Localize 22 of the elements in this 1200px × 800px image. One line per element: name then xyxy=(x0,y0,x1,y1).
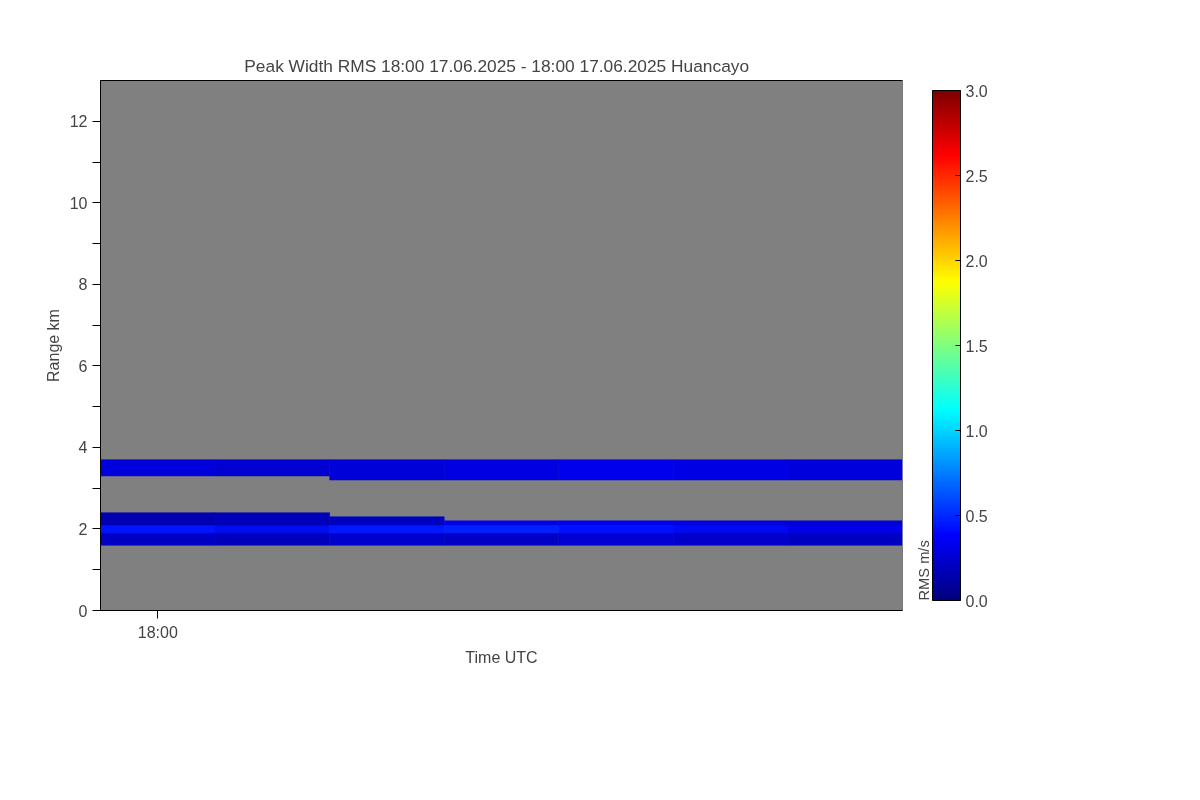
y-tick-label: 10 xyxy=(69,194,88,212)
x-tick-label: 18:00 xyxy=(137,623,178,641)
color-bar-title: RMS m/s xyxy=(915,540,932,601)
color-bar-label: 3.0 xyxy=(965,82,988,100)
y-tick-label: 6 xyxy=(78,357,88,375)
color-bar-label: 0.5 xyxy=(965,507,988,525)
y-tick-label: 4 xyxy=(78,439,88,457)
x-axis-title: Time UTC xyxy=(465,648,538,666)
y-tick-label: 12 xyxy=(69,113,88,131)
chart-title: Peak Width RMS 18:00 17.06.2025 - 18:00 17.06.2025 Huancayo xyxy=(244,55,750,76)
color-bar-label: 1.0 xyxy=(965,422,988,440)
y-tick-label: 0 xyxy=(78,602,88,620)
color-bar-label: 2.5 xyxy=(965,167,988,185)
y-tick-label: 2 xyxy=(78,520,88,538)
y-tick-label: 8 xyxy=(78,276,88,294)
y-axis-title: Range km xyxy=(44,309,62,382)
bar xyxy=(558,524,674,534)
bar xyxy=(100,524,216,534)
color-bar-label: 2.0 xyxy=(965,252,988,270)
color-bar-label: 0.0 xyxy=(965,592,988,610)
color-bar-label: 1.5 xyxy=(965,337,988,355)
bar xyxy=(214,524,330,534)
